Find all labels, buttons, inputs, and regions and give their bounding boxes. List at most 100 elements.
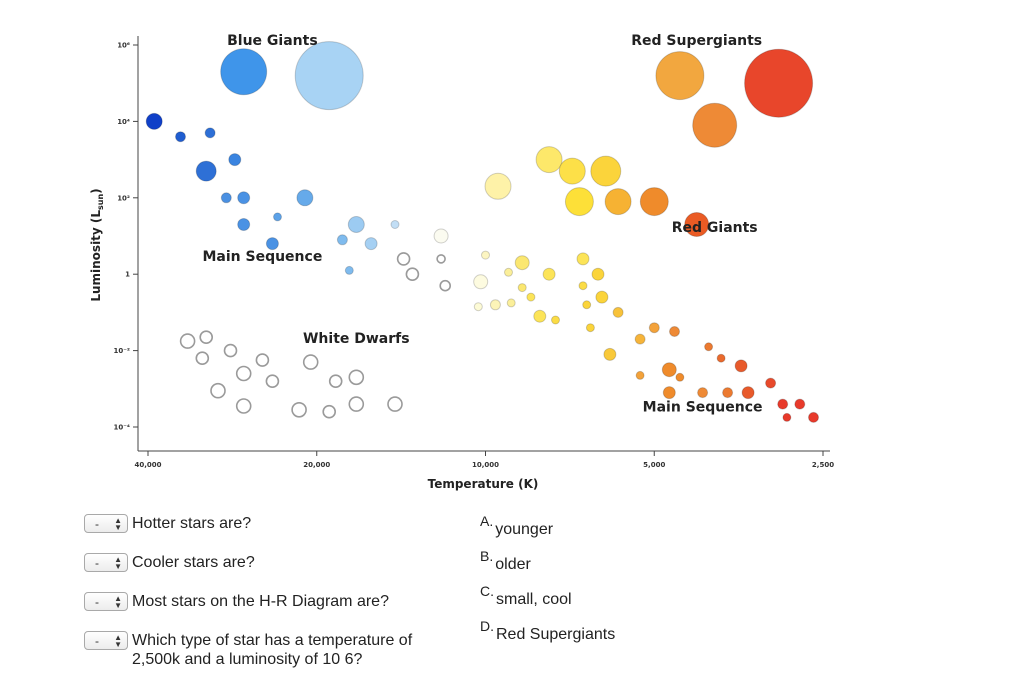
- x-axis-title: Temperature (K): [428, 477, 539, 491]
- answer-select[interactable]: - ▲ ▼: [84, 553, 128, 572]
- region-label: Main Sequence: [202, 249, 322, 265]
- x-tick-label: 5,000: [643, 461, 665, 469]
- white-dwarf-star: [291, 401, 307, 418]
- question-text: Hotter stars are?: [132, 515, 252, 532]
- white-dwarf-star: [235, 398, 252, 414]
- star-point: [347, 216, 365, 233]
- star-point: [684, 212, 710, 237]
- question-row: - ▲ ▼ Which type of star has a temperature…: [84, 631, 412, 669]
- star-point: [175, 131, 186, 143]
- answer-select-value: -: [95, 633, 99, 648]
- star-point: [590, 155, 622, 187]
- star-point: [220, 48, 268, 96]
- star-point: [526, 292, 536, 302]
- answer-text: Red Supergiants: [496, 626, 616, 643]
- white-dwarf-star: [328, 374, 343, 389]
- white-dwarf-star: [436, 254, 446, 264]
- star-point: [704, 342, 714, 352]
- x-tick-label: 40,000: [134, 461, 161, 469]
- y-axis-title-sub: sun: [96, 194, 105, 210]
- white-dwarf-star: [348, 396, 365, 412]
- y-axis-title: Luminosity (Lsun): [89, 188, 105, 301]
- star-point: [741, 386, 755, 400]
- star-point: [506, 298, 516, 308]
- white-dwarf-star: [179, 333, 196, 349]
- white-dwarf-star: [322, 404, 337, 419]
- star-point: [692, 102, 738, 148]
- y-axis-title-close: ): [89, 188, 103, 193]
- star-point: [794, 398, 806, 410]
- y-tick-label: 10⁻²: [113, 347, 130, 355]
- star-point: [364, 237, 378, 251]
- star-point: [273, 212, 282, 222]
- answer-select[interactable]: - ▲ ▼: [84, 631, 128, 650]
- white-dwarf-star: [348, 369, 365, 386]
- answer-letter: A.: [480, 513, 494, 529]
- star-point: [591, 267, 605, 281]
- white-dwarf-star: [396, 252, 411, 266]
- question-text-line2: 2,500k and a luminosity of 10 6?: [132, 651, 363, 668]
- white-dwarf-star: [210, 382, 226, 399]
- star-point: [634, 333, 646, 345]
- answer-select-value: -: [95, 516, 99, 531]
- star-point: [639, 187, 669, 217]
- star-point: [195, 160, 217, 182]
- answer-option: D. Red Supergiants: [480, 619, 615, 644]
- question-row: - ▲ ▼ Most stars on the H-R Diagram are?: [84, 592, 389, 611]
- white-dwarf-star: [405, 267, 420, 282]
- star-point: [662, 386, 676, 400]
- star-point: [473, 302, 483, 312]
- question-text: Most stars on the H-R Diagram are?: [132, 593, 389, 610]
- answer-option: A. younger: [480, 514, 553, 539]
- star-point: [734, 359, 748, 373]
- star-point: [669, 326, 680, 337]
- star-point: [604, 188, 632, 216]
- question-row: - ▲ ▼ Hotter stars are?: [84, 514, 251, 533]
- star-point: [390, 220, 400, 229]
- y-tick-label: 10⁶: [117, 42, 130, 50]
- answer-select[interactable]: - ▲ ▼: [84, 592, 128, 611]
- updown-arrows-icon: ▲ ▼: [114, 632, 122, 649]
- answer-select[interactable]: - ▲ ▼: [84, 514, 128, 533]
- star-point: [220, 192, 232, 204]
- white-dwarf-star: [302, 354, 319, 370]
- star-point: [344, 265, 354, 275]
- region-label: Red Supergiants: [631, 33, 762, 49]
- region-label: Main Sequence: [643, 400, 763, 416]
- y-tick-label: 10⁴: [117, 118, 130, 126]
- y-tick-label: 10²: [117, 194, 130, 202]
- region-label: White Dwarfs: [303, 331, 410, 347]
- star-point: [648, 322, 660, 334]
- star-point: [777, 398, 789, 410]
- x-tick-label: 10,000: [472, 461, 499, 469]
- answer-select-value: -: [95, 555, 99, 570]
- white-dwarf-star: [255, 353, 270, 367]
- star-point: [558, 157, 586, 185]
- star-point: [481, 250, 490, 260]
- star-point: [551, 315, 560, 325]
- answer-letter: D.: [480, 618, 494, 634]
- updown-arrows-icon: ▲ ▼: [114, 554, 122, 571]
- y-tick-label: 10⁻⁴: [113, 424, 130, 432]
- star-point: [336, 234, 348, 246]
- star-point: [697, 387, 709, 399]
- star-point: [782, 412, 792, 422]
- updown-arrows-icon: ▲ ▼: [114, 593, 122, 610]
- y-axis-ticks: 10⁶ 10⁴ 10² 1 10⁻² 10⁻⁴: [113, 42, 138, 432]
- star-point: [228, 153, 242, 167]
- white-dwarf-star: [235, 365, 252, 382]
- answer-letter: C.: [480, 583, 494, 599]
- star-point: [808, 411, 819, 423]
- question-text-line1: Which type of star has a temperature of: [132, 632, 413, 649]
- hr-diagram: 10⁶ 10⁴ 10² 1 10⁻² 10⁻⁴ 40,000 20,000 10,000 5,0…: [89, 33, 834, 491]
- star-point: [533, 309, 547, 323]
- star-point: [595, 290, 609, 304]
- white-dwarf-star: [439, 279, 452, 292]
- y-axis-title-main: Luminosity (L: [89, 210, 103, 302]
- star-point: [655, 51, 705, 101]
- star-point: [145, 112, 163, 130]
- star-point: [542, 267, 556, 281]
- answer-letter: B.: [480, 548, 494, 564]
- region-label: Blue Giants: [227, 33, 318, 49]
- x-tick-label: 20,000: [303, 461, 330, 469]
